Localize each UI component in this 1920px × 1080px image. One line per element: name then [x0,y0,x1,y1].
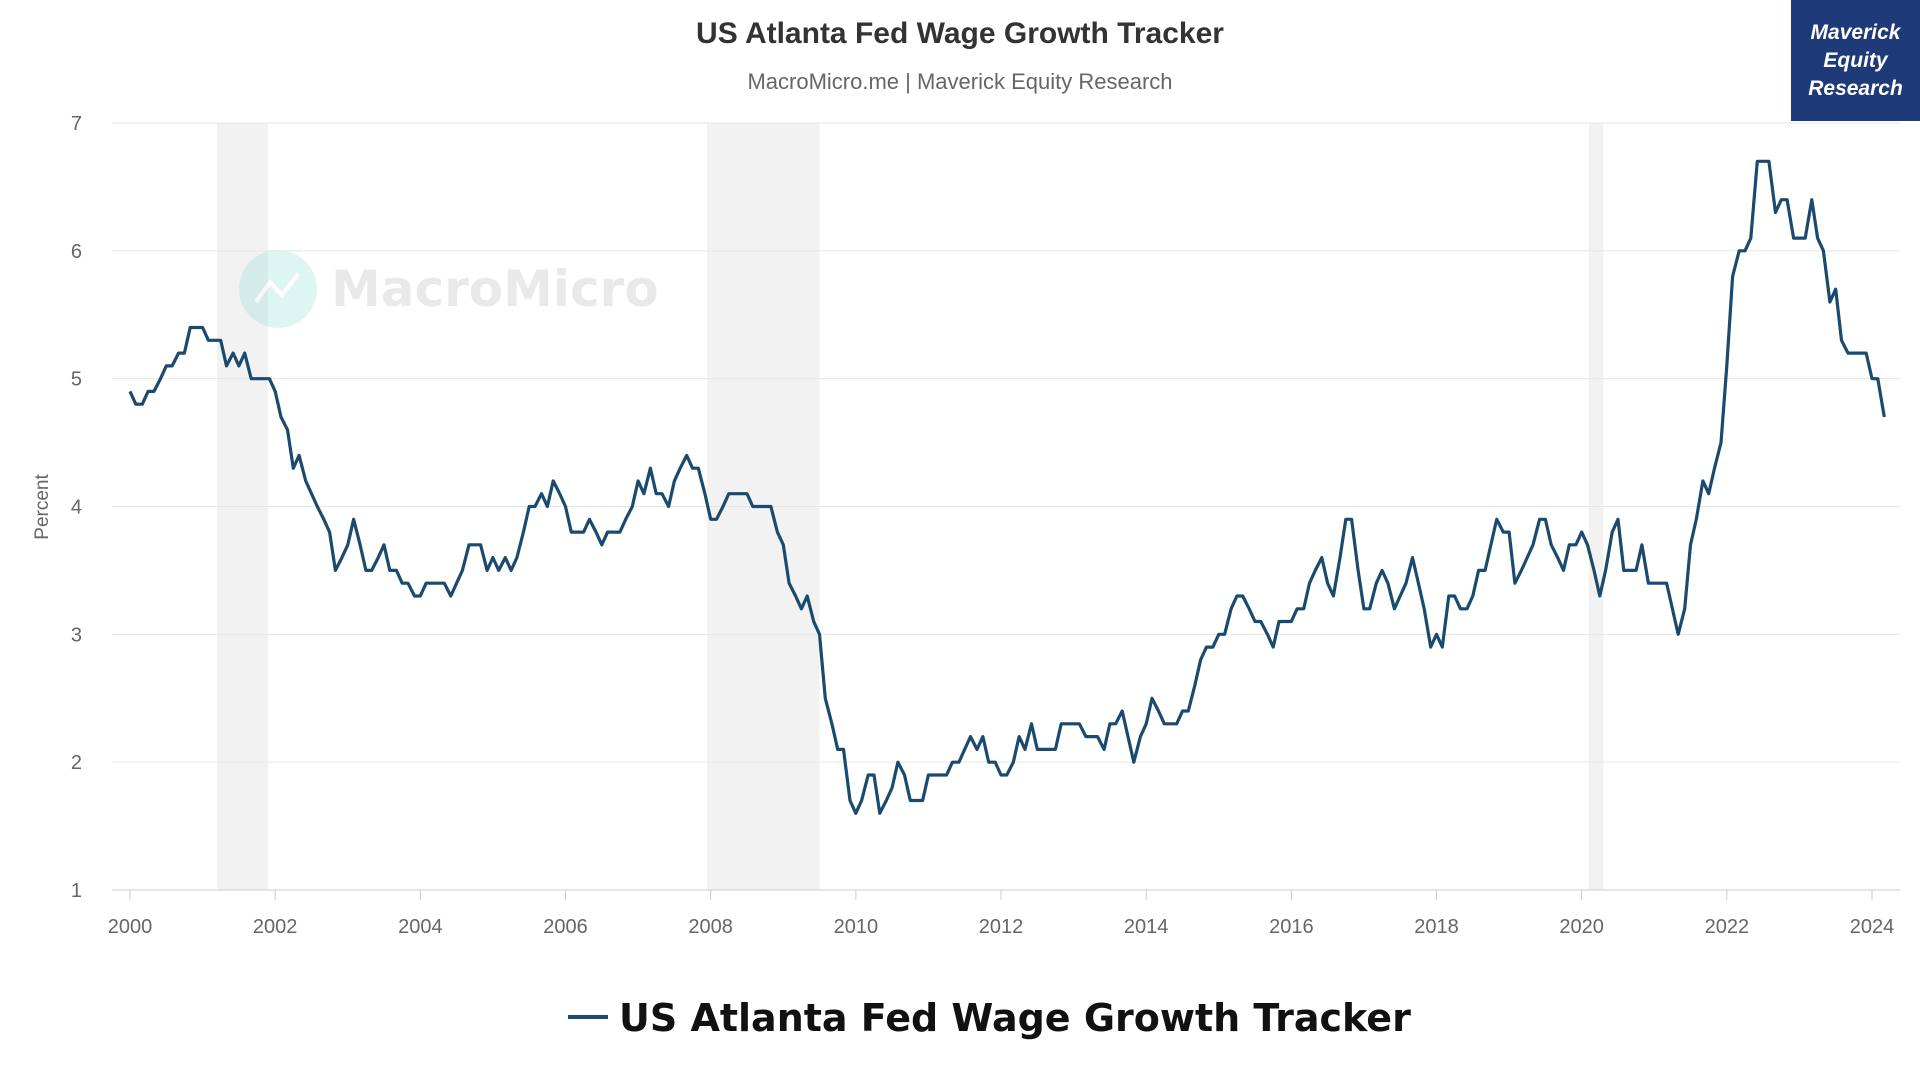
grid [112,122,1900,891]
chart-title: US Atlanta Fed Wage Growth Tracker [696,17,1224,50]
x-tick-label: 2022 [1705,916,1750,938]
x-tick-label: 2008 [688,916,733,938]
x-tick-label: 2004 [398,916,443,938]
x-tick-label: 2010 [834,916,879,938]
macromicro-logo-icon [239,250,317,328]
x-tick-label: 2002 [253,916,298,938]
x-tick-label: 2020 [1559,916,1604,938]
maverick-badge: Maverick Equity Research [1791,0,1920,121]
watermark-text: MacroMicro [331,260,659,318]
x-tick-label: 2014 [1124,916,1169,938]
x-tick-label: 2000 [108,916,153,938]
y-axis: 1 2 3 4 5 6 7 [71,113,82,902]
chart-subtitle: MacroMicro.me | Maverick Equity Research [747,69,1172,94]
y-tick-label: 4 [71,497,82,519]
y-tick-label: 1 [71,880,82,902]
badge-text: Maverick Equity Research [1808,20,1903,100]
macromicro-logo-mark [254,272,300,304]
y-tick-label: 6 [71,241,82,263]
x-tick-label: 2024 [1850,916,1895,938]
x-tick-label: 2006 [543,916,588,938]
y-tick-label: 7 [71,113,82,135]
y-tick-label: 5 [71,369,82,391]
y-tick-label: 3 [71,624,82,646]
x-axis: 2000 2002 2004 2006 2008 2010 2012 2014 2016 2018… [108,890,1895,938]
series-line [128,159,1886,815]
x-tick-label: 2016 [1269,916,1314,938]
legend-label: US Atlanta Fed Wage Growth Tracker [619,996,1411,1040]
x-tick-label: 2012 [979,916,1024,938]
y-axis-label: Percent [32,474,53,540]
y-tick-label: 2 [71,752,82,774]
legend[interactable]: US Atlanta Fed Wage Growth Tracker [568,996,1411,1040]
watermark: MacroMicro [239,250,659,328]
x-tick-label: 2018 [1414,916,1459,938]
